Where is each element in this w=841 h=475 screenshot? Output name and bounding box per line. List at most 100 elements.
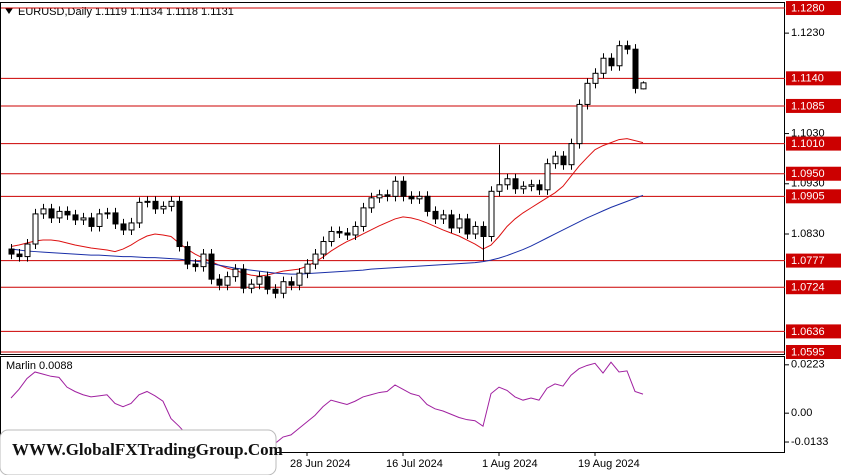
y-tick-label: 0.0223 <box>791 359 825 371</box>
indicator-line <box>10 361 644 451</box>
candle-body <box>40 208 47 215</box>
candle-body <box>48 208 55 219</box>
candle-body <box>424 195 431 212</box>
candle-body <box>264 276 271 290</box>
level-label: 1.1085 <box>791 100 825 112</box>
candle-body <box>352 225 359 236</box>
candle-body <box>120 223 127 231</box>
level-label-box <box>786 344 841 359</box>
candle-body <box>616 45 623 67</box>
level-label: 1.1010 <box>791 138 825 150</box>
candle-body <box>320 241 327 255</box>
candle-body <box>600 57 607 74</box>
candle-body <box>440 214 447 220</box>
y-tick-label: 1.1030 <box>791 127 825 139</box>
candle-body <box>8 248 15 255</box>
candle-body <box>160 205 167 210</box>
level-label-box <box>786 253 841 268</box>
candle-body <box>496 184 503 192</box>
candle-body <box>96 213 103 227</box>
candle-body <box>32 213 39 245</box>
candle-body <box>64 210 71 216</box>
level-label-box <box>786 136 841 151</box>
candle-body <box>392 180 399 197</box>
watermark: WWW.GlobalFXTradingGroup.Com <box>12 440 283 459</box>
candle-body <box>624 45 631 50</box>
candle-body <box>576 103 583 145</box>
level-label: 1.0905 <box>791 191 825 203</box>
x-tick-label: 28 Jun 2024 <box>290 458 351 470</box>
candle-body <box>104 212 111 215</box>
level-label: 1.0595 <box>791 346 825 358</box>
candle-body <box>288 281 295 286</box>
level-label: 1.0724 <box>791 282 825 294</box>
candle-body <box>112 212 119 225</box>
candle-body <box>192 263 199 268</box>
candle-body <box>400 180 407 197</box>
moving-average-line <box>10 138 644 277</box>
candle-body <box>16 253 23 258</box>
moving-average-line <box>10 194 644 275</box>
candle-body <box>472 225 479 235</box>
candle-body <box>632 48 639 89</box>
level-label-box <box>786 98 841 113</box>
candle-body <box>152 200 159 210</box>
candle-body <box>552 155 559 165</box>
candle-body <box>208 253 215 280</box>
x-tick-label: 16 Jul 2024 <box>386 458 443 470</box>
level-label: 1.1140 <box>791 73 824 85</box>
candle-body <box>336 230 343 234</box>
candle-body <box>216 278 223 286</box>
candle-body <box>312 253 319 265</box>
candle-body <box>528 184 535 187</box>
candle-body <box>536 184 543 191</box>
chart-title: EURUSD,Daily 1.1119 1.1134 1.1118 1.1131 <box>18 6 234 18</box>
candle-body <box>464 218 471 235</box>
y-tick-label: 0.00 <box>791 407 812 419</box>
candle-body <box>168 200 175 207</box>
level-label-box <box>786 166 841 181</box>
level-label-box <box>786 1 841 16</box>
candle-body <box>448 214 455 229</box>
candle-body <box>296 272 303 286</box>
indicator-panel-frame <box>0 356 785 453</box>
candle-body <box>144 200 151 203</box>
candle-body <box>640 82 647 90</box>
collapse-icon <box>5 8 13 14</box>
candle-body <box>240 268 247 289</box>
candle-body <box>304 263 311 274</box>
candle-body <box>88 217 95 227</box>
candle-body <box>248 283 255 289</box>
candle-body <box>360 207 367 227</box>
price-panel-frame <box>0 2 785 355</box>
candle-body <box>56 210 63 219</box>
candle-body <box>504 178 511 186</box>
candle-body <box>584 82 591 105</box>
level-label-box <box>786 324 841 339</box>
level-label-box <box>786 189 841 204</box>
candle-body <box>480 225 487 237</box>
level-label-box <box>786 71 841 86</box>
level-label: 1.1280 <box>791 2 825 14</box>
y-tick-label: 1.0830 <box>791 228 825 240</box>
level-label: 1.0950 <box>791 168 825 180</box>
candle-body <box>384 194 391 197</box>
watermark-box <box>0 429 277 475</box>
candle-body <box>80 217 87 221</box>
candle-body <box>128 222 135 231</box>
candle-body <box>24 243 31 258</box>
candle-body <box>568 143 575 166</box>
candle-body <box>544 163 551 191</box>
level-label: 1.0636 <box>791 326 825 338</box>
candle-body <box>72 214 79 221</box>
level-label-box <box>786 280 841 295</box>
candle-body <box>224 276 231 286</box>
candle-body <box>512 178 519 190</box>
candle-body <box>368 197 375 209</box>
candle-body <box>408 195 415 200</box>
candle-body <box>176 200 183 248</box>
candle-body <box>328 230 335 243</box>
